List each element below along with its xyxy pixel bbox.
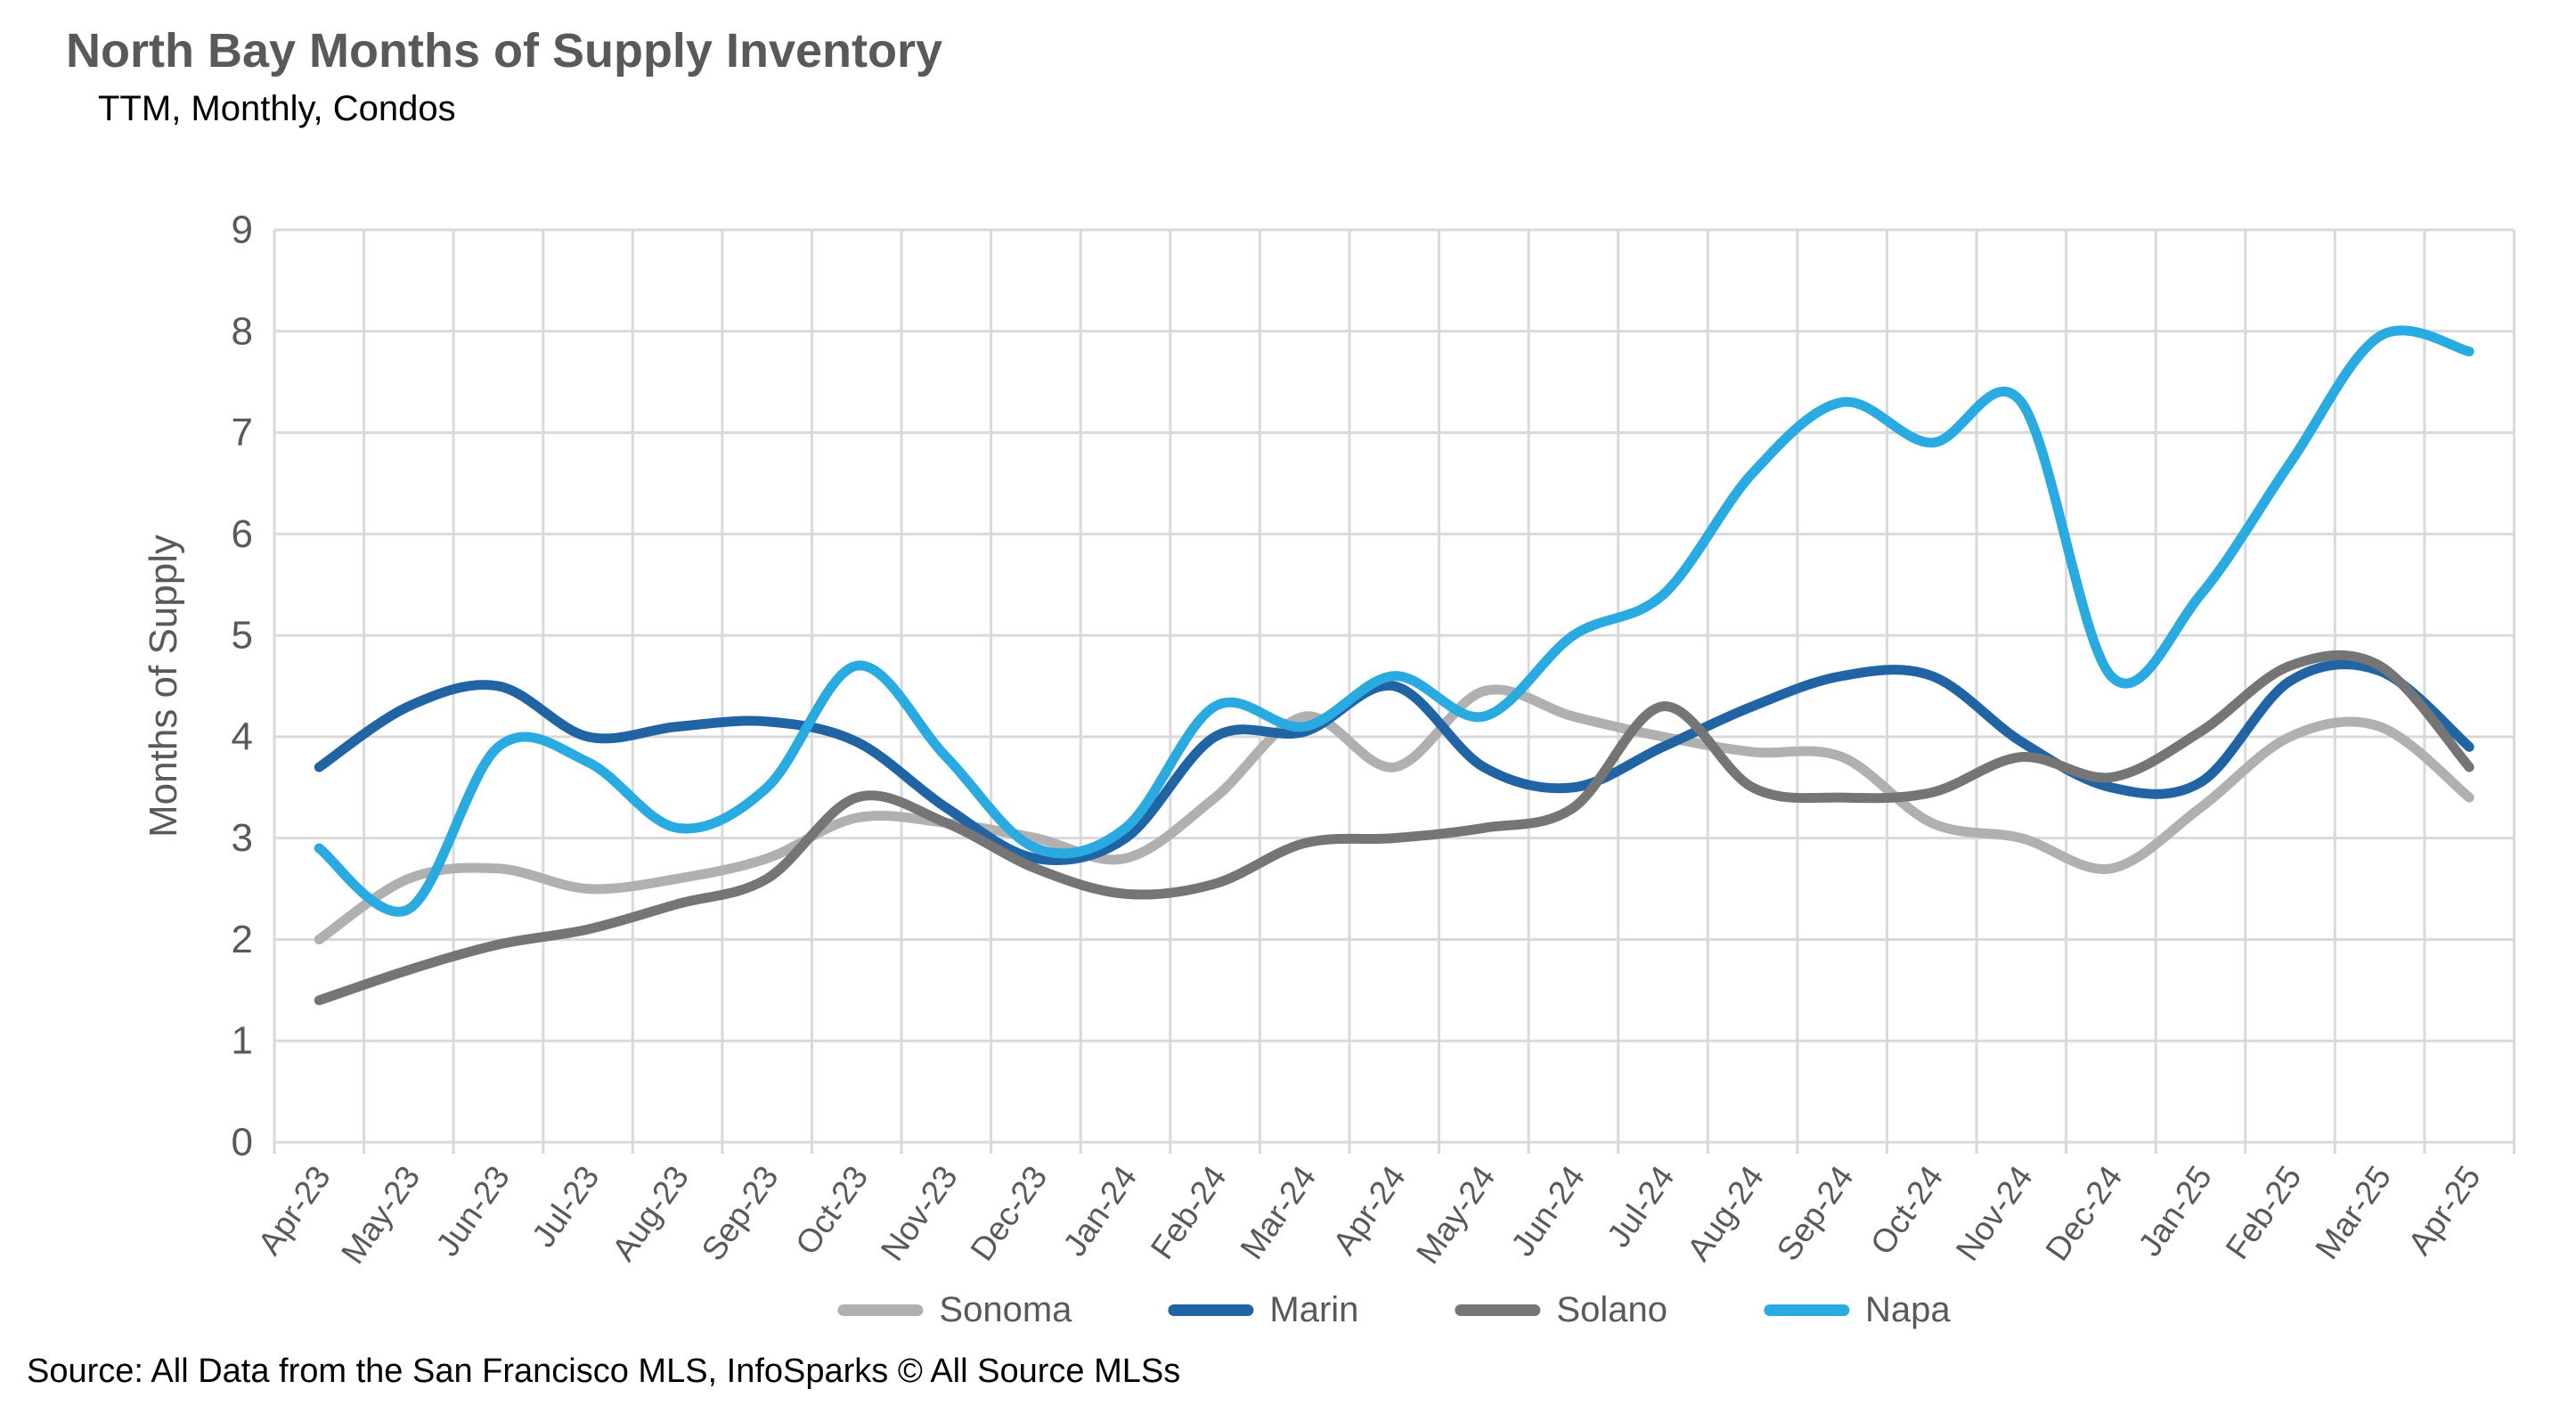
x-tick-label: Nov-23 [874,1159,965,1267]
x-tick-label: Sep-24 [1770,1159,1861,1267]
y-tick-label: 8 [232,309,253,353]
legend-swatch-sonoma [837,1304,924,1316]
x-tick-label: Jun-23 [429,1159,517,1263]
y-tick-label: 0 [232,1121,253,1165]
y-axis-title: Months of Supply [142,535,185,838]
series-path-napa [314,325,2474,917]
legend-item-sonoma: Sonoma [837,1290,1072,1330]
x-tick-label: Oct-24 [1863,1159,1950,1261]
x-tick-label: Sep-23 [695,1159,786,1267]
x-tick-label: May-24 [1409,1159,1502,1271]
x-tick-label: Apr-25 [2401,1159,2487,1261]
x-tick-label: Dec-24 [2038,1159,2129,1267]
x-tick-label: Jun-24 [1504,1159,1591,1263]
x-tick-label: Apr-24 [1326,1159,1413,1261]
chart-subtitle: TTM, Monthly, Condos [98,89,456,128]
x-tick-label: Aug-24 [1680,1159,1771,1267]
x-tick-label: Nov-24 [1949,1159,2040,1267]
y-tick-label: 4 [232,715,253,758]
x-tick-label: Mar-25 [2308,1159,2398,1266]
legend-label-marin: Marin [1269,1290,1359,1329]
legend-label-napa: Napa [1864,1290,1951,1329]
chart-title: North Bay Months of Supply Inventory [66,24,943,78]
y-tick-label: 1 [232,1019,253,1063]
legend-label-solano: Solano [1556,1290,1667,1329]
x-tick-label: Dec-23 [963,1159,1054,1267]
series-path-marin [314,659,2474,865]
x-tick-label: Oct-23 [788,1159,875,1261]
legend-swatch-marin [1168,1304,1254,1316]
y-tick-label: 3 [232,816,253,860]
x-tick-label: Aug-23 [605,1159,696,1267]
x-tick-label: Jan-25 [2132,1159,2219,1263]
x-tick-label: Feb-24 [1144,1159,1234,1266]
legend-item-solano: Solano [1455,1290,1667,1330]
source-note: Source: All Data from the San Francisco … [27,1353,1181,1390]
y-tick-label: 9 [232,208,253,251]
legend-swatch-solano [1455,1304,1541,1316]
x-tick-label: Jul-24 [1600,1159,1681,1254]
legend-item-napa: Napa [1763,1290,1951,1330]
x-tick-label: Mar-24 [1233,1159,1323,1266]
chart-legend: Sonoma Marin Solano Napa [837,1290,1951,1330]
x-tick-label: Jan-24 [1056,1159,1144,1263]
y-tick-label: 5 [232,614,253,658]
series-path-sonoma [314,684,2474,944]
legend-swatch-napa [1763,1304,1849,1316]
y-tick-label: 7 [232,411,253,454]
series-path-solano [314,650,2474,1006]
y-tick-label: 2 [232,918,253,961]
x-tick-label: Feb-25 [2219,1159,2309,1266]
legend-label-sonoma: Sonoma [939,1290,1072,1329]
x-tick-label: May-23 [334,1159,427,1271]
y-tick-label: 6 [232,512,253,556]
legend-item-marin: Marin [1168,1290,1358,1330]
x-tick-label: Jul-23 [525,1159,606,1254]
x-tick-label: Apr-23 [251,1159,338,1261]
